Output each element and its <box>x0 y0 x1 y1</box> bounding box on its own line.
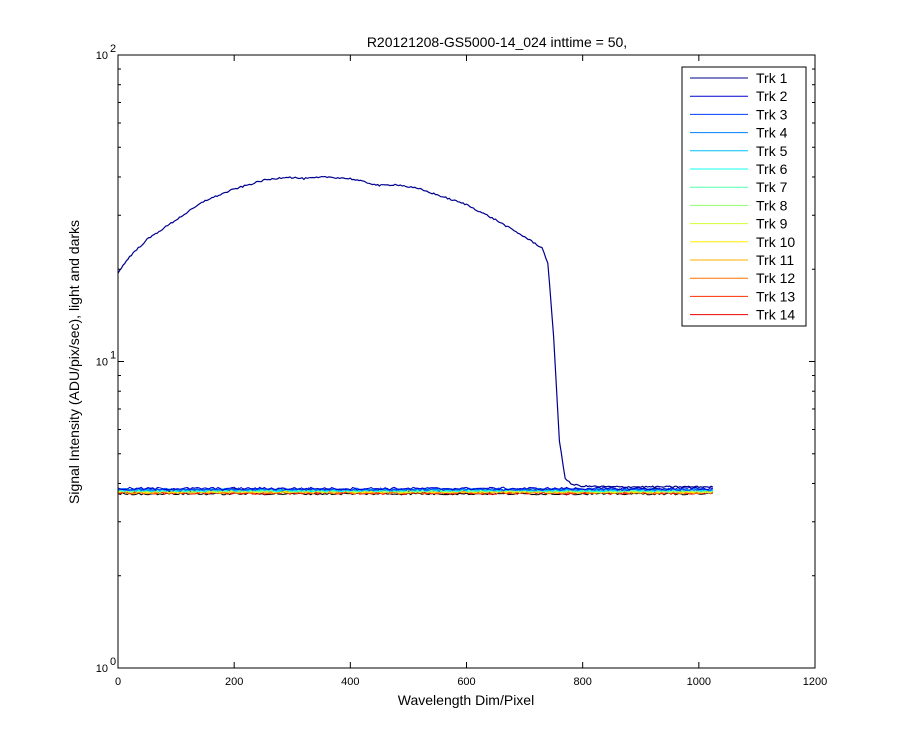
x-tick-label: 800 <box>573 676 591 688</box>
y-tick-label-exponent: 1 <box>110 350 116 362</box>
series-line-trk-1 <box>117 175 713 489</box>
x-tick-label: 400 <box>341 676 359 688</box>
legend-label: Trk 5 <box>756 143 788 159</box>
legend-items: Trk 1 Trk 2 Trk 3 Trk 4 Trk 5 Trk 6 Trk 7 Trk 8… <box>690 70 795 323</box>
y-tick-label-exponent: 0 <box>110 656 116 668</box>
legend-label: Trk 13 <box>756 288 795 304</box>
legend-label: Trk 10 <box>756 234 795 250</box>
legend-label: Trk 3 <box>756 106 788 122</box>
x-tick-label: 1200 <box>803 676 827 688</box>
legend-label: Trk 4 <box>756 125 788 141</box>
axis-ticks <box>117 54 816 669</box>
y-tick-label-base: 10 <box>96 50 108 62</box>
series-line-trk-2 <box>117 486 713 491</box>
legend-label: Trk 6 <box>756 161 788 177</box>
x-tick-labels: 0 200 400 600 800 1000 1200 <box>115 676 827 688</box>
legend-label: Trk 7 <box>756 179 788 195</box>
x-tick-label: 1000 <box>687 676 711 688</box>
legend-label: Trk 12 <box>756 270 795 286</box>
x-tick-label: 0 <box>115 676 121 688</box>
y-tick-label-base: 10 <box>96 663 108 675</box>
legend-label: Trk 9 <box>756 216 788 232</box>
legend-label: Trk 8 <box>756 197 788 213</box>
y-tick-label-exponent: 2 <box>110 43 116 55</box>
x-axis-label: Wavelength Dim/Pixel <box>398 692 534 708</box>
legend-label: Trk 2 <box>756 88 788 104</box>
legend: Trk 1 Trk 2 Trk 3 Trk 4 Trk 5 Trk 6 Trk 7 Trk 8… <box>681 66 807 327</box>
x-tick-label: 600 <box>457 676 475 688</box>
x-tick-label: 200 <box>225 676 243 688</box>
legend-label: Trk 1 <box>756 70 788 86</box>
legend-box <box>681 66 807 327</box>
legend-label: Trk 11 <box>756 252 794 268</box>
chart-title: R20121208-GS5000-14_024 inttime = 50, <box>367 34 627 50</box>
legend-label: Trk 14 <box>756 307 795 323</box>
y-tick-label-base: 10 <box>96 357 108 369</box>
series-lines <box>117 175 714 496</box>
y-axis-label: Signal Intensity (ADU/pix/sec), light an… <box>66 220 82 504</box>
